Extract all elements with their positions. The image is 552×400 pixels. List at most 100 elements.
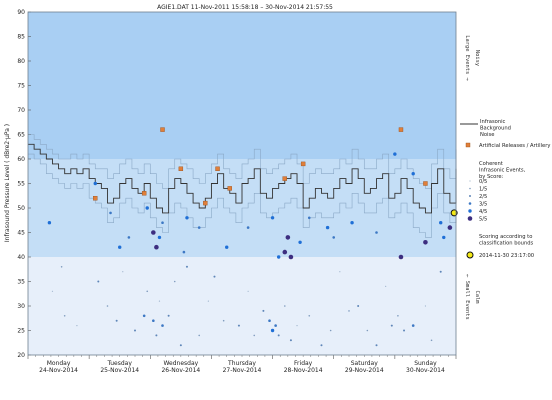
artillery-group — [93, 127, 428, 206]
legend-artillery-swatch — [465, 142, 471, 148]
artillery-point — [203, 200, 208, 206]
x-day-date: 29-Nov-2014 — [345, 367, 384, 374]
noise-envelope-upper — [28, 134, 457, 189]
noisy-label: Noisy — [474, 50, 480, 67]
y-tick-label: 60 — [17, 156, 25, 163]
legend-noise-label: Infrasonic Background Noise — [480, 119, 511, 138]
right-side-labels: Large Events → Noisy ← Small Events Calm — [464, 35, 480, 319]
event-point — [357, 305, 360, 307]
y-tick-label: 20 — [17, 352, 25, 359]
artillery-point — [282, 176, 287, 181]
y-tick-label: 25 — [17, 328, 25, 335]
event-point — [63, 315, 66, 317]
event-point — [237, 324, 240, 327]
x-day-name: Thursday — [227, 360, 256, 367]
legend-score-label: 5/5 — [479, 217, 487, 223]
event-point — [307, 216, 311, 220]
x-day-date: 27-Nov-2014 — [223, 367, 262, 374]
chart-title: AGIE1.DAT 11-Nov-2011 15:58:18 – 30-Nov-… — [157, 4, 333, 11]
event-point — [274, 324, 277, 327]
legend-events-title: Coherent Infrasonic Events, by Score: — [479, 161, 526, 180]
y-tick-label: 30 — [17, 303, 25, 310]
legend-current-swatch — [466, 251, 474, 259]
event-point — [161, 221, 164, 224]
event-point — [270, 328, 275, 333]
artillery-point — [160, 127, 165, 132]
event-point — [146, 290, 149, 293]
event-point — [442, 235, 446, 240]
x-day-date: 28-Nov-2014 — [284, 367, 323, 374]
legend: Infrasonic Background Noise Artificial Rel… — [460, 119, 550, 259]
legend-current-label: 2014-11-30 23:17:00 — [479, 253, 534, 259]
x-day-name: Saturday — [351, 360, 378, 367]
artillery-point — [227, 186, 232, 191]
legend-score-swatch — [469, 195, 471, 197]
event-point — [152, 319, 155, 323]
event-point — [154, 244, 159, 250]
legend-score-swatch — [467, 216, 473, 221]
event-point — [182, 250, 186, 254]
artillery-point — [215, 166, 220, 172]
event-point — [246, 226, 250, 229]
event-point — [185, 265, 188, 268]
artillery-point — [178, 166, 184, 172]
legend-scoring-note: Scoring according to classification bound… — [479, 234, 534, 247]
event-point — [398, 254, 404, 260]
y-tick-label: 90 — [17, 9, 25, 16]
event-point — [325, 225, 330, 230]
artillery-point — [93, 195, 98, 201]
event-point — [296, 325, 298, 327]
legend-artillery-label: Artificial Releases / Artillery — [479, 143, 550, 149]
event-point — [270, 216, 275, 220]
calm-label: Calm — [474, 291, 480, 304]
event-point — [268, 319, 271, 323]
y-axis-label: Infrasound Pressure Level ( dBre2·μPa ) — [4, 124, 11, 242]
event-point — [118, 245, 122, 249]
large-events-label: Large Events → — [464, 35, 470, 81]
legend-score-label: 2/5 — [479, 194, 487, 200]
event-point — [285, 235, 291, 240]
legend-score-swatch — [468, 209, 472, 213]
event-point — [385, 285, 387, 287]
event-point — [97, 280, 100, 283]
y-tick-label: 50 — [17, 205, 25, 212]
legend-score-label: 4/5 — [479, 209, 487, 215]
event-point — [350, 221, 354, 225]
event-point — [393, 152, 397, 156]
event-point — [185, 216, 189, 220]
x-day-name: Tuesday — [107, 360, 133, 367]
event-point — [145, 206, 149, 210]
event-point — [411, 324, 415, 327]
y-axis-ticks: 20 25 30 35 40 45 50 55 60 65 70 75 80 85 90 — [17, 9, 31, 359]
event-point — [332, 236, 336, 239]
plot-frame — [27, 11, 457, 356]
event-point — [47, 221, 52, 225]
event-point — [390, 324, 393, 327]
event-point — [375, 344, 378, 347]
y-tick-label: 35 — [17, 279, 25, 286]
event-point — [158, 300, 161, 302]
x-day-date: 30-Nov-2014 — [406, 367, 445, 374]
event-point — [151, 230, 156, 235]
event-point — [76, 325, 78, 327]
event-point — [403, 329, 406, 332]
event-point — [397, 315, 399, 317]
event-point — [439, 270, 442, 273]
event-point — [288, 254, 294, 260]
event-point — [247, 290, 249, 292]
y-tick-label: 85 — [17, 34, 25, 41]
events-group — [47, 152, 453, 347]
event-point — [339, 271, 341, 273]
y-tick-label: 45 — [17, 230, 25, 237]
event-point — [282, 249, 288, 255]
event-point — [106, 305, 109, 307]
event-point — [276, 255, 281, 259]
x-day-name: Friday — [294, 360, 313, 367]
event-point — [134, 329, 136, 332]
event-point — [411, 172, 415, 176]
y-tick-label: 40 — [17, 254, 25, 261]
event-point — [289, 339, 292, 342]
event-point — [320, 344, 323, 347]
event-point — [298, 240, 302, 244]
